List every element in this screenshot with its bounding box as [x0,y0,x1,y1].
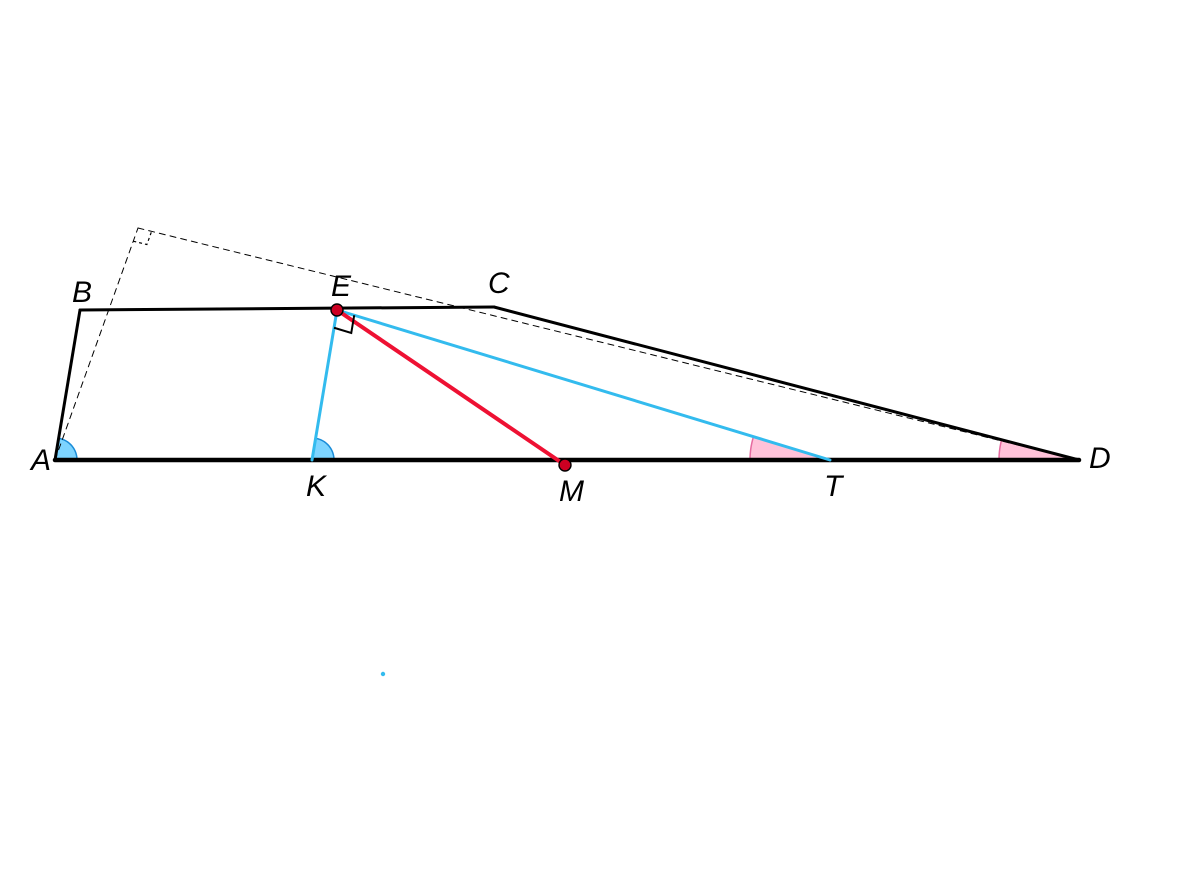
label-T: T [824,470,842,504]
label-K: K [306,470,326,504]
dot-M [559,459,571,471]
segment-EM [337,310,565,465]
geometry-diagram [0,0,1200,871]
label-C: C [488,267,510,301]
segment-KE [312,310,337,460]
label-D: D [1089,442,1111,476]
label-B: B [72,276,92,310]
stray-dot [381,672,385,676]
segment-ET [337,310,830,460]
segment-AB [55,310,80,460]
label-M: M [559,475,584,509]
label-E: E [331,270,351,304]
label-A: A [31,444,51,478]
dot-E [331,304,343,316]
segment-BC [80,307,494,310]
right-P [133,231,151,244]
segment-AP [55,228,138,460]
segment-PD [138,228,1079,460]
